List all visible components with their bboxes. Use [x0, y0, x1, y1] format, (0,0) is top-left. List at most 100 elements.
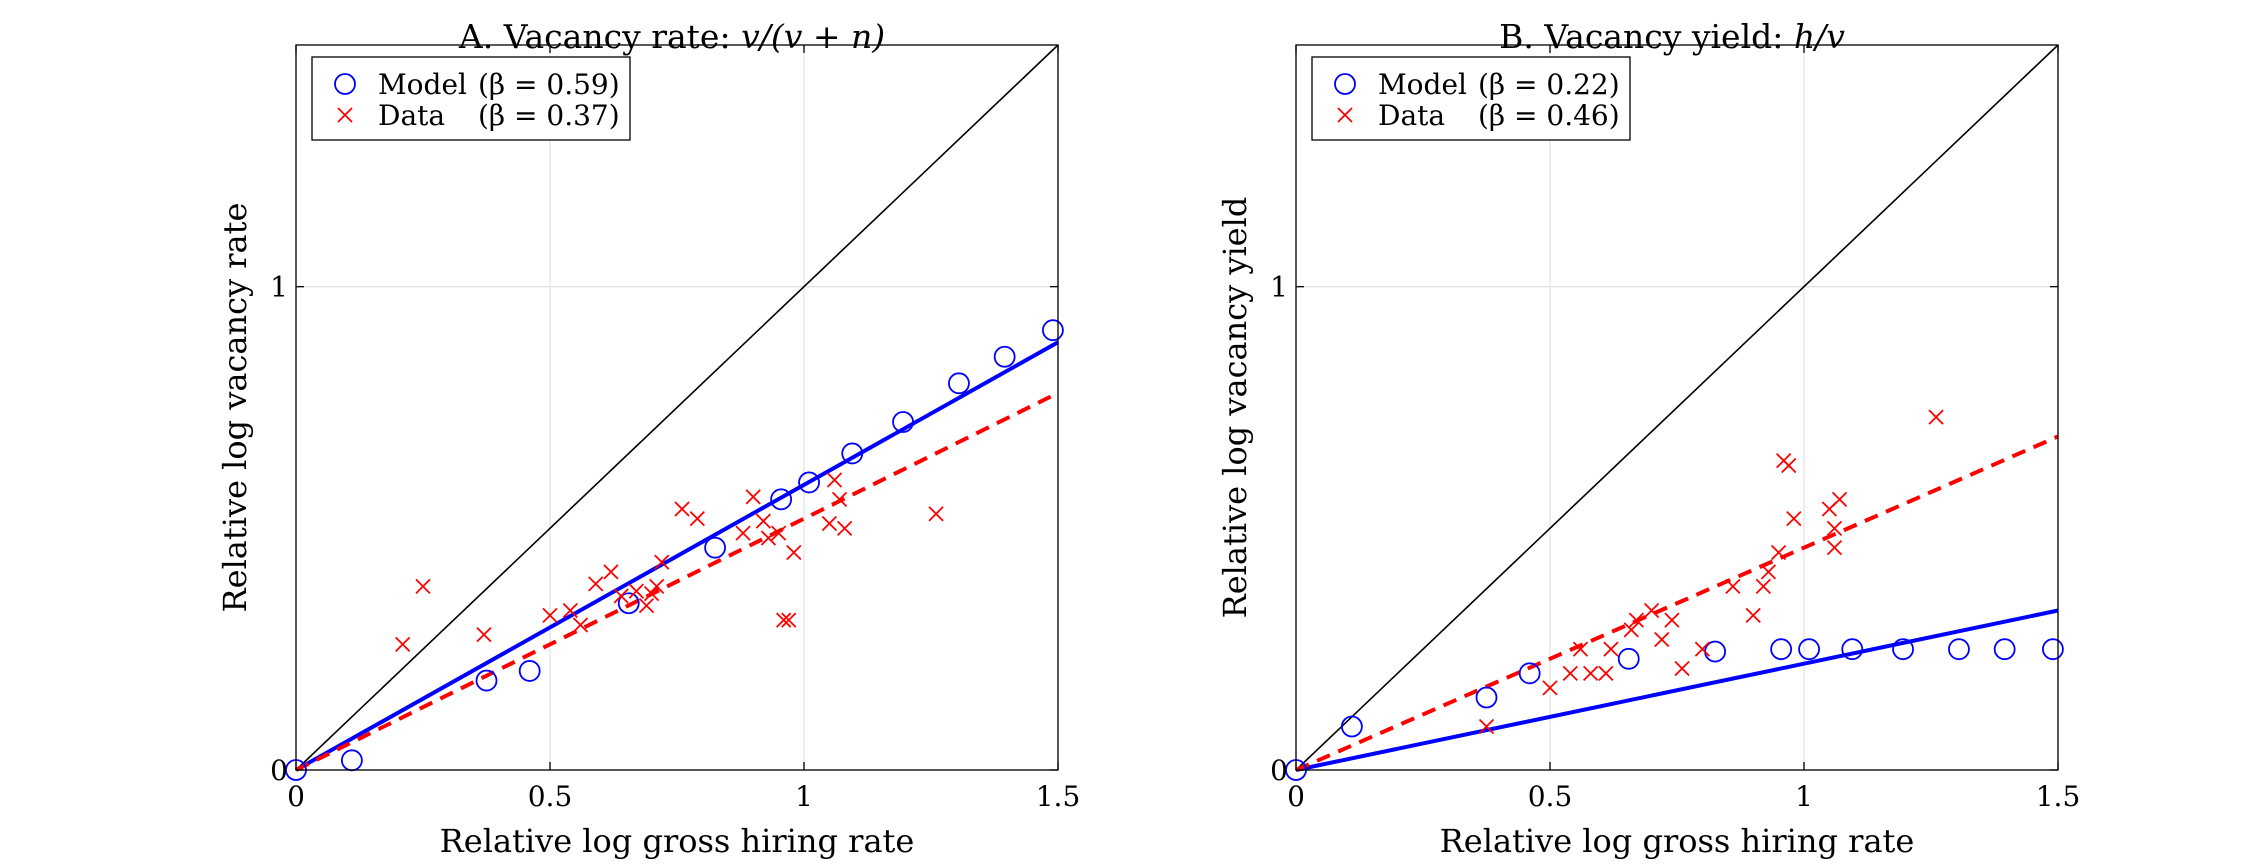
data-point — [928, 506, 944, 522]
axis-ticks: 0 0.5 1 1.5 0 1 — [270, 45, 1080, 813]
model-point — [518, 660, 541, 682]
model-point — [1841, 638, 1864, 661]
legend-data-beta: (β = 0.37) — [478, 99, 620, 132]
data-point — [1674, 660, 1690, 677]
data-point — [1745, 607, 1761, 623]
model-fit-line — [1295, 608, 2059, 772]
plot-frame — [1295, 44, 2059, 771]
data-point — [1562, 665, 1578, 681]
model-point — [475, 669, 498, 692]
data-points — [1478, 409, 1944, 735]
legend-circle-marker — [1334, 73, 1356, 95]
legend-data-beta: (β = 0.46) — [1478, 99, 1620, 132]
legend-data-marker — [337, 107, 353, 123]
legend-data-marker — [1337, 107, 1353, 123]
x-axis-label: Relative log gross hiring rate — [1440, 822, 1915, 860]
y-tick-label: 0 — [270, 754, 288, 787]
legend-model-label: Model — [1378, 68, 1467, 101]
y-axis-label: Relative log vacancy rate — [216, 203, 254, 613]
legend: Model (β = 0.59) Data (β = 0.37) — [311, 56, 631, 141]
data-point — [1786, 511, 1802, 527]
data-point — [476, 627, 492, 643]
data-point — [1826, 540, 1843, 556]
y-tick-label: 1 — [1270, 271, 1288, 304]
panel-title: B. Vacancy yield: h/v — [1499, 17, 1845, 56]
data-point — [1598, 665, 1614, 681]
model-point — [841, 442, 864, 465]
data-point — [1603, 641, 1619, 657]
model-point — [1475, 686, 1498, 709]
data-point — [837, 520, 853, 536]
data-point — [689, 511, 705, 527]
data-point — [603, 564, 619, 580]
model-point — [1340, 715, 1363, 738]
legend-model-marker — [334, 73, 356, 95]
data-point — [786, 544, 802, 561]
panel-vacancy-rate: A. Vacancy rate: v/(v + n) 0 0.5 1 1.5 0 1 Re… — [216, 17, 1080, 860]
model-point — [1518, 662, 1541, 685]
panel-title: A. Vacancy rate: v/(v + n) — [458, 17, 885, 56]
data-point — [760, 530, 777, 546]
y-tick-label: 1 — [270, 271, 288, 304]
data-fit-line — [295, 391, 1059, 772]
data-point — [1760, 564, 1777, 580]
x-axis-label: Relative log gross hiring rate — [440, 822, 915, 860]
legend-cross-marker — [337, 107, 353, 123]
legend-model-beta: (β = 0.22) — [1478, 68, 1620, 101]
model-point — [1948, 638, 1970, 661]
x-tick-label: 0 — [1287, 780, 1305, 813]
x-tick-label: 0.5 — [528, 780, 573, 813]
model-fit-line — [295, 340, 1059, 772]
data-point — [628, 583, 644, 599]
data-point — [1542, 680, 1558, 696]
model-point — [1993, 638, 2016, 661]
data-fit-line — [1295, 434, 2059, 772]
data-point — [1478, 718, 1495, 735]
model-point — [704, 536, 726, 559]
data-point — [1770, 544, 1787, 561]
x-tick-label: 1.5 — [2036, 780, 2081, 813]
x-tick-label: 1 — [1795, 780, 1813, 813]
model-point — [1798, 638, 1820, 661]
data-point — [674, 501, 690, 517]
legend-data-label: Data — [378, 99, 445, 132]
data-point — [770, 525, 787, 541]
model-point — [1042, 319, 1064, 342]
data-point — [613, 588, 629, 604]
data-point — [1725, 578, 1741, 594]
x-tick-label: 1.5 — [1036, 780, 1081, 813]
model-point — [1892, 638, 1914, 661]
model-point — [340, 749, 363, 772]
data-point — [745, 489, 761, 505]
data-point — [1755, 578, 1771, 594]
model-point — [798, 471, 820, 494]
data-point — [1628, 612, 1644, 628]
model-point — [993, 345, 1016, 368]
data-point — [415, 578, 431, 594]
data-point — [781, 612, 797, 628]
axis-ticks: 0 0.5 1 1.5 0 1 — [1270, 45, 2080, 813]
legend-data-label: Data — [1378, 99, 1445, 132]
data-point — [735, 525, 751, 541]
model-point — [948, 372, 970, 395]
data-point — [1781, 457, 1797, 474]
reference-45-degree-line — [295, 44, 1059, 771]
legend-cross-marker — [1337, 107, 1353, 123]
data-point — [755, 513, 771, 529]
data-point — [654, 554, 670, 570]
data-point — [1583, 665, 1599, 681]
data-point — [1664, 612, 1680, 628]
model-point — [1770, 638, 1793, 661]
data-point — [643, 585, 660, 602]
data-point — [1572, 641, 1589, 657]
data-point — [1826, 520, 1843, 536]
data-point — [638, 598, 655, 614]
plot-frame — [295, 44, 1059, 771]
y-tick-label: 0 — [1270, 754, 1288, 787]
data-point — [588, 576, 604, 592]
x-tick-label: 1 — [795, 780, 813, 813]
model-point — [770, 488, 793, 511]
model-point — [1617, 647, 1640, 670]
y-axis-label: Relative log vacancy yield — [1216, 197, 1254, 619]
